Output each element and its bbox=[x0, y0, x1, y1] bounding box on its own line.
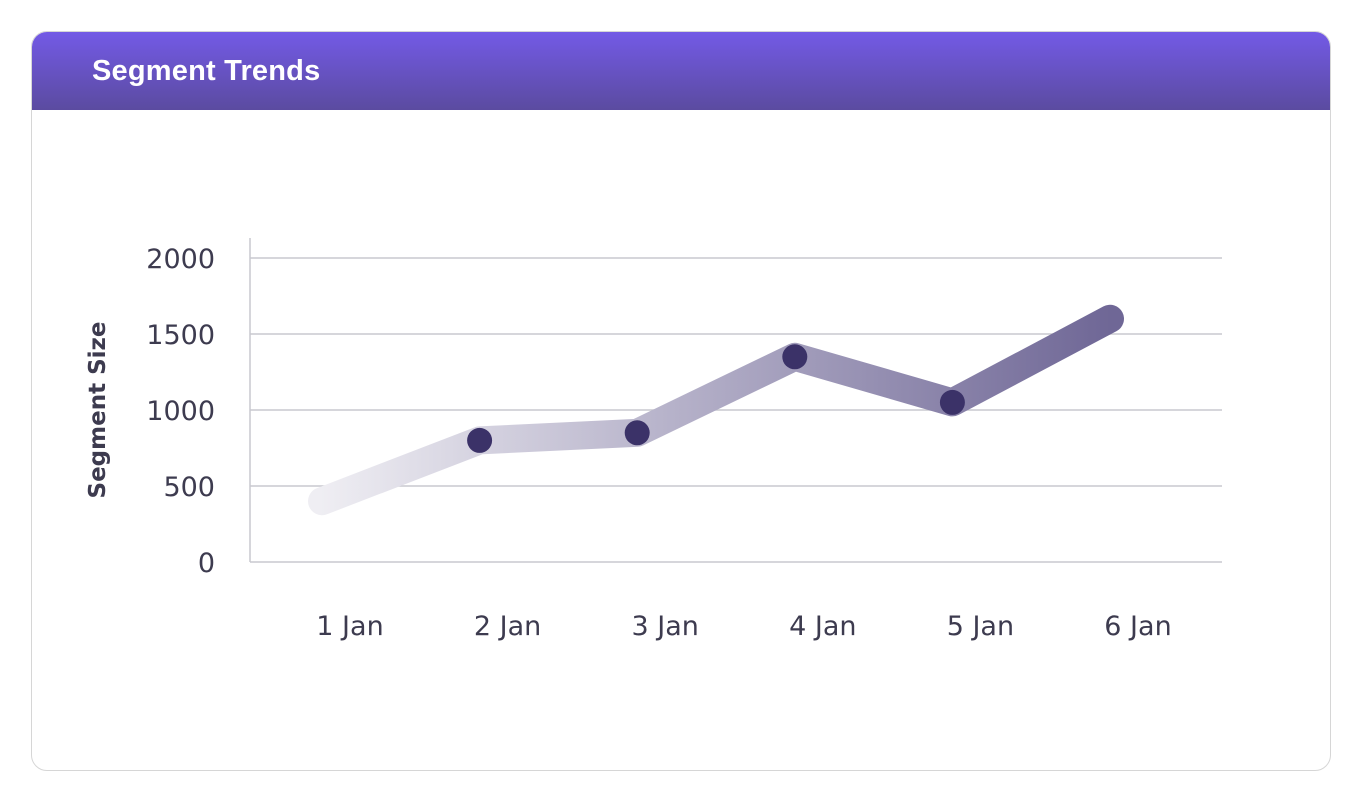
data-point-2 bbox=[467, 427, 493, 453]
x-tick-label-3: 3 Jan bbox=[632, 611, 699, 642]
x-tick-label-2: 2 Jan bbox=[474, 611, 541, 642]
y-tick-label-2000: 2000 bbox=[146, 244, 215, 275]
x-tick-label-4: 4 Jan bbox=[789, 611, 856, 642]
card-title: Segment Trends bbox=[92, 54, 321, 87]
marker-layer bbox=[467, 344, 965, 453]
x-tick-label-5: 5 Jan bbox=[947, 611, 1014, 642]
tick-label-layer: 0 500 1000 1500 2000 1 Jan 2 Jan 3 Jan 4 Jan 5 Ja… bbox=[146, 244, 1171, 642]
y-tick-label-1500: 1500 bbox=[146, 320, 215, 351]
y-tick-label-1000: 1000 bbox=[146, 396, 215, 427]
grid-layer bbox=[249, 238, 1222, 563]
x-tick-label-6: 6 Jan bbox=[1104, 611, 1171, 642]
y-tick-label-0: 0 bbox=[198, 548, 215, 579]
data-point-5 bbox=[939, 389, 965, 415]
y-tick-label-500: 500 bbox=[163, 472, 215, 503]
y-axis-title: Segment Size bbox=[85, 321, 111, 498]
series-line bbox=[308, 304, 1124, 516]
data-point-3 bbox=[624, 420, 650, 446]
x-tick-label-1: 1 Jan bbox=[316, 611, 383, 642]
chart-card: Segment Trends bbox=[31, 31, 1331, 771]
series-layer bbox=[308, 304, 1124, 516]
data-point-4 bbox=[782, 344, 808, 370]
card-header: Segment Trends bbox=[32, 32, 1330, 110]
